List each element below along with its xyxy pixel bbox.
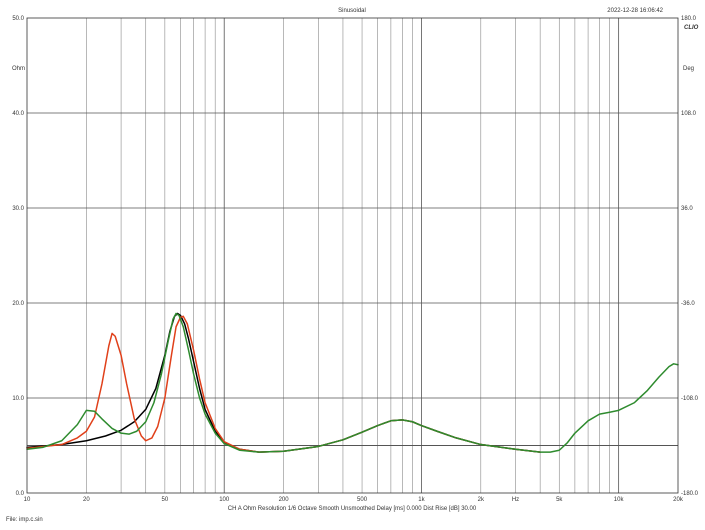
y-tick-label: 10.0 [12,396,24,402]
y2-tick-label: 108.0 [681,111,697,117]
y2-tick-label: -180.0 [681,491,699,497]
x-tick-label: 100 [219,497,230,503]
y-tick-label: 40.0 [12,111,24,117]
x-tick-label: 200 [279,497,290,503]
x-tick-label: 500 [357,497,368,503]
x-tick-label: 20k [673,497,684,503]
x-tick-label: Hz [512,497,519,503]
y-tick-label: 30.0 [12,206,24,212]
y-tick-label: 50.0 [12,16,24,22]
plot-frame [26,17,679,494]
file-name: File: imp.c.sin [6,517,43,523]
y-tick-label: 20.0 [12,301,24,307]
x-tick-label: 5k [556,497,563,503]
x-tick-label: 2k [478,497,485,503]
x-tick-label: 50 [162,497,169,503]
settings-readout: CH A Ohm Resolution 1/6 Octave Smooth Un… [228,506,477,512]
y2-tick-label: 180.0 [681,16,697,22]
y2-tick-label: -36.0 [681,301,695,307]
clio-logo: CLIO [684,25,699,31]
y2-tick-labels: -180.0 -108.0 -36.0 36.0 108.0 180.0 [681,16,699,497]
y2-tick-label: 36.0 [681,206,693,212]
x-tick-label: 10 [24,497,31,503]
x-tick-label: 20 [83,497,90,503]
x-tick-label: 1k [418,497,425,503]
x-tick-labels: 10 20 50 100 200 500 1k 2k Hz 5k 10k 20k [24,497,684,503]
y2-axis-unit: Deg [683,66,694,72]
chart-title: Sinusoidal [338,8,366,14]
y2-tick-label: -108.0 [681,396,699,402]
timestamp: 2022-12-28 16:06:42 [607,8,663,14]
x-tick-label: 10k [614,497,625,503]
grid-lines [27,18,678,493]
y-tick-label: 0.0 [16,491,25,497]
y-tick-labels: 0.0 10.0 20.0 30.0 40.0 50.0 [12,16,24,497]
series-lines [26,312,679,453]
y-axis-unit: Ohm [12,66,25,72]
series-line-3 [26,312,679,453]
